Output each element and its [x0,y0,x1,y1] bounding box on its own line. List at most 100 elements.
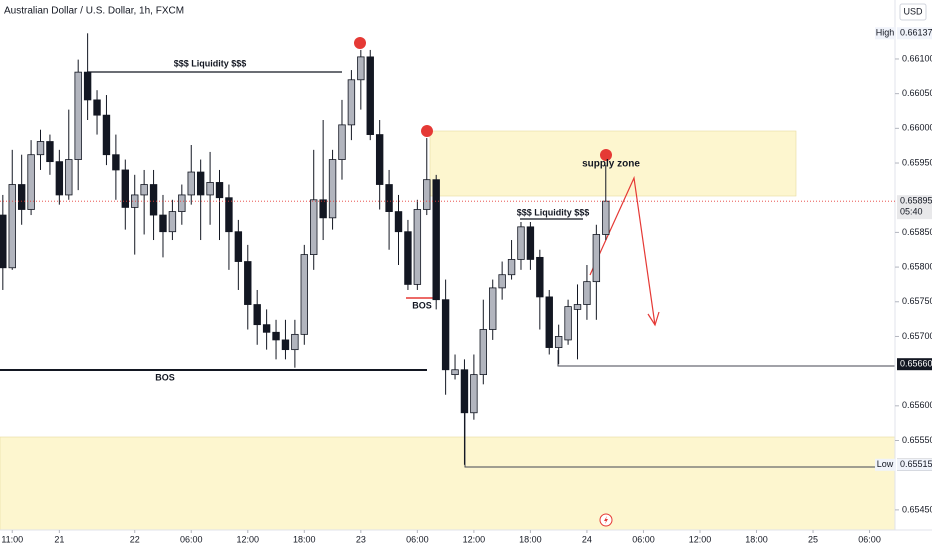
candle-body [564,306,572,341]
x-tick-label: 11:00 [1,534,23,544]
x-tick-label: 12:00 [463,534,486,544]
y-tick-label: 0.66050 [902,88,932,98]
annotation: BOS [155,372,175,382]
candle-body [479,329,487,376]
candle-body [470,374,478,414]
level-line [557,350,895,367]
chart-title: Australian Dollar / U.S. Dollar, 1h, FXC… [4,6,184,17]
candle-body [225,197,233,233]
x-tick-label: 18:00 [293,534,316,544]
y-tick-label: 0.65600 [902,400,932,410]
candle-body [196,171,205,196]
candle-body [394,211,403,233]
x-tick-label: 22 [130,534,140,544]
candle-body [168,211,177,233]
y-tick-label: 0.65450 [902,504,932,514]
candle-body [36,141,45,156]
candle-body [526,226,535,260]
supply-zone [429,130,797,197]
candle-body [272,331,280,341]
y-tick-label: 0.65550 [902,435,932,445]
candle-body [357,56,365,81]
candle-body [441,299,450,371]
currency-box[interactable] [899,3,927,21]
x-tick-label: 06:00 [858,534,881,544]
candle-body [17,184,26,210]
candle-body [27,154,35,210]
candle-body [536,256,544,298]
y-tick-label: 0.65700 [902,331,932,341]
candle-body [460,369,469,414]
candle-body [404,231,412,285]
candle-body [310,199,318,255]
x-tick-label: 18:00 [745,534,768,544]
candle-body [338,124,346,160]
candle-body [140,184,148,196]
x-tick-label: 06:00 [632,534,655,544]
annotation: $$$ Liquidity $$$ [174,58,247,68]
y-tick-label: 0.65850 [902,227,932,237]
candle-body [46,141,54,163]
candle-body [291,333,299,351]
candle-body [159,214,167,233]
marker-dot [354,37,366,49]
candle-body [328,159,337,219]
price-tag: Low [877,459,894,469]
candle-body [423,179,431,210]
candle-body [554,336,563,348]
candle-body [385,184,393,212]
currency[interactable]: USD [903,6,923,16]
candle-body [375,134,384,185]
price-label-box [897,195,932,220]
candle-body [65,159,73,196]
candle-body [149,184,158,216]
price-label: 0.65895 [900,196,932,206]
candle-body [281,339,290,351]
candle-body [347,79,356,126]
candle-body [55,161,64,196]
level-line [464,413,895,468]
annotation: BOS [412,300,432,310]
candle-body [206,182,214,196]
candle-body [573,304,582,310]
price-label: 0.66137 [900,28,932,38]
x-tick-label: 12:00 [237,534,260,544]
candle-body [498,274,506,289]
x-tick-label: 06:00 [180,534,203,544]
candle-body [262,324,271,333]
candle-body [432,179,440,301]
x-tick-label: 24 [582,534,592,544]
candle-body [74,71,82,160]
candle-body [253,304,261,326]
candle-body [413,209,422,285]
price-label-box [897,358,932,371]
candle-body [234,231,243,262]
price-label-box [897,458,932,471]
candle-body [366,56,374,135]
y-tick-label: 0.65950 [902,157,932,167]
x-tick-label: 25 [808,534,818,544]
arrow-head [647,311,660,327]
lightning-icon[interactable] [599,513,613,527]
demand-zone [0,436,896,531]
x-tick-label: 12:00 [689,534,712,544]
marker-dot [421,125,433,137]
y-tick-label: 0.66100 [902,53,932,63]
candle-body [102,114,111,156]
candle-body [451,369,459,376]
price-label: 0.65515 [900,459,932,469]
price-tag-box [875,27,896,40]
candle-body [93,99,101,116]
price-tag: High [876,28,895,38]
candle-body [215,182,224,199]
candle-body [583,281,591,305]
x-tick-label: 18:00 [519,534,542,544]
countdown: 05:40 [900,207,923,217]
x-tick-label: 06:00 [406,534,429,544]
y-tick-label: 0.65750 [902,296,932,306]
candle-body [507,259,516,276]
annotation: $$$ Liquidity $$$ [517,207,590,217]
candle-body [178,194,186,212]
candles [0,33,610,465]
